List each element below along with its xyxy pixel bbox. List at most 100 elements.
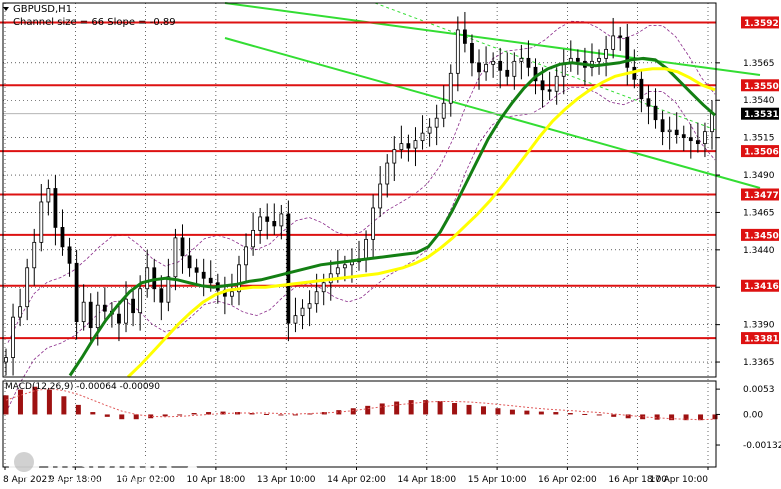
watermark-tagline: Instant Forex Trading <box>46 475 162 488</box>
macd-tick-label: 0.00 <box>743 410 763 420</box>
candle-body <box>145 267 150 290</box>
level-label-box <box>741 228 779 241</box>
candle-body <box>32 241 37 269</box>
candle-body <box>173 237 178 278</box>
candle-body <box>201 271 206 279</box>
price-tick-label: 1.3365 <box>743 358 775 368</box>
price-tick-label: 1.3440 <box>743 246 775 256</box>
candle-body <box>117 313 121 324</box>
candle-body <box>660 119 665 133</box>
candle-body <box>39 201 44 243</box>
candle-body <box>505 69 510 77</box>
candle-body <box>180 237 185 257</box>
candle-body <box>11 316 15 358</box>
macd-bar <box>75 404 81 415</box>
candle-body <box>703 131 707 145</box>
candle-body <box>413 140 418 149</box>
macd-bar <box>119 414 125 420</box>
candle-body <box>4 357 8 363</box>
macd-bar <box>365 405 371 415</box>
candle-body <box>67 246 72 264</box>
symbol-dropdown-icon[interactable] <box>3 7 9 11</box>
price-tick-label: 1.3565 <box>743 59 775 69</box>
channel-middle <box>374 2 717 131</box>
candle-body <box>371 207 376 240</box>
price-frame <box>2 2 717 378</box>
macd-bar <box>148 414 154 419</box>
candle-body <box>477 62 481 73</box>
candle-body <box>265 216 270 222</box>
candle-body <box>653 105 658 121</box>
macd-tick-label: -0.00132 <box>743 441 781 451</box>
macd-bar <box>206 412 212 415</box>
macd-bar <box>61 396 67 415</box>
level-label-box <box>741 79 779 92</box>
macd-bar <box>509 409 515 415</box>
macd-bar <box>553 412 559 415</box>
level-label-box <box>741 188 779 201</box>
macd-bar <box>625 414 631 419</box>
level-label: 1.3450 <box>744 231 779 241</box>
candle-body <box>484 63 488 73</box>
price-candles <box>4 11 714 376</box>
candle-body <box>321 282 326 293</box>
time-tick-label: 13 Apr 10:00 <box>257 475 316 485</box>
candle-body <box>681 134 686 139</box>
candle-body <box>300 307 305 317</box>
candle-body <box>81 301 86 323</box>
macd-bar <box>712 414 718 420</box>
macd-bar <box>640 414 646 420</box>
candle-body <box>695 140 700 145</box>
level-label-box <box>741 332 779 345</box>
level-label: 1.3550 <box>744 82 779 92</box>
macd-bar <box>437 401 443 415</box>
current-price-label: 1.3531 <box>744 110 779 120</box>
level-label-box <box>741 145 779 158</box>
price-tick-label: 1.3490 <box>743 171 775 181</box>
candle-body <box>491 60 496 65</box>
candle-body <box>138 288 143 314</box>
macd-bar <box>32 386 38 415</box>
macd-bar <box>452 402 458 415</box>
macd-bar <box>582 413 588 415</box>
candle-body <box>710 113 714 133</box>
candle-body <box>674 129 679 136</box>
candle-body <box>25 267 30 308</box>
candle-body <box>399 143 404 151</box>
macd-bar <box>46 389 52 415</box>
time-tick-label: 14 Apr 02:00 <box>327 475 386 485</box>
candle-body <box>639 78 644 100</box>
candle-body <box>244 246 248 266</box>
candle-body <box>342 264 347 269</box>
level-label: 1.3506 <box>744 148 779 158</box>
candle-body <box>272 221 277 227</box>
macd-bar <box>90 412 96 415</box>
candle-body <box>646 98 651 107</box>
candle-body <box>498 60 503 71</box>
price-tick-label: 1.3390 <box>743 321 775 331</box>
time-tick-label: 9 Apr 18:00 <box>49 475 102 485</box>
macd-bar <box>350 408 356 415</box>
channel-upper <box>224 2 761 76</box>
candle-body <box>618 35 623 38</box>
candle-body <box>208 277 213 284</box>
macd-bar <box>133 414 139 420</box>
candle-body <box>575 57 580 62</box>
time-tick-label: 16 Apr 02:00 <box>538 475 597 485</box>
candle-body <box>667 129 672 133</box>
candle-body <box>406 143 411 149</box>
level-label: 1.3592 <box>744 19 779 29</box>
macd-bar <box>220 411 226 415</box>
macd-panel <box>3 386 718 421</box>
candle-body <box>519 57 524 62</box>
current-price-box <box>741 107 779 120</box>
candle-body <box>293 315 298 324</box>
candle-body <box>95 304 100 329</box>
candle-body <box>448 72 453 104</box>
candle-body <box>187 255 192 269</box>
level-label: 1.3416 <box>744 282 779 292</box>
price-tick-label: 1.3465 <box>743 208 775 218</box>
candle-body <box>166 276 171 303</box>
